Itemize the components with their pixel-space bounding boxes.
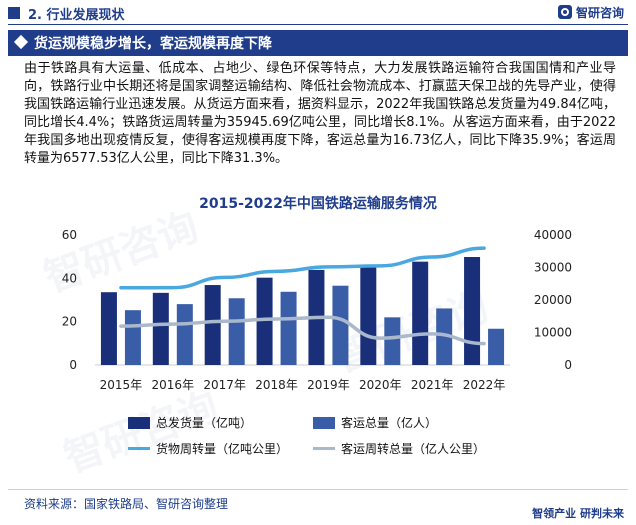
bar-passenger-volume xyxy=(384,317,401,365)
combo-chart: 0 20 40 60 0 10000 20000 30000 40000 2015年 2016年 20… xyxy=(62,228,572,392)
legend-item-freight-turnover: 货物周转量（亿吨公里） xyxy=(128,440,288,457)
top-divider xyxy=(8,24,628,25)
line-freight-turnover xyxy=(119,246,486,290)
x-axis-tick-label: 2021年 xyxy=(411,378,454,392)
slogan: 智领产业 研判未来 xyxy=(532,507,624,520)
bar-passenger-volume xyxy=(176,304,193,365)
legend-item-freight-volume: 总发货量（亿吨） xyxy=(128,414,252,431)
legend-label: 货物周转量（亿吨公里） xyxy=(156,442,289,456)
section-square-icon xyxy=(8,7,20,19)
top-bar: 2. 行业发展现状 智研咨询 xyxy=(0,0,636,26)
legend-swatch xyxy=(313,447,335,450)
x-axis-tick-label: 2022年 xyxy=(463,378,506,392)
section-title: 2. 行业发展现状 xyxy=(28,8,125,23)
footer-divider xyxy=(8,489,628,490)
right-axis-tick-label: 40000 xyxy=(534,228,572,242)
source-note: 资料来源：国家铁路局、智研咨询整理 xyxy=(24,497,229,511)
legend-swatch xyxy=(313,416,335,429)
left-axis-tick-label: 0 xyxy=(69,358,77,372)
bar-passenger-volume xyxy=(280,291,297,365)
bar-freight-volume xyxy=(152,292,169,365)
bar-freight-volume xyxy=(412,261,429,365)
chart-title: 2015-2022年中国铁路运输服务情况 xyxy=(199,196,437,212)
left-axis-tick-label: 60 xyxy=(62,228,77,242)
x-axis-tick-label: 2020年 xyxy=(359,378,402,392)
bar-passenger-volume xyxy=(488,328,505,365)
right-axis-tick-label: 0 xyxy=(564,358,572,372)
legend-swatch xyxy=(128,416,150,429)
legend-swatch xyxy=(128,447,150,450)
brand-name: 智研咨询 xyxy=(575,6,624,20)
right-axis-tick-label: 10000 xyxy=(534,326,572,340)
x-axis-tick-label: 2018年 xyxy=(255,378,298,392)
bar-freight-volume xyxy=(204,285,221,365)
bar-freight-volume xyxy=(100,292,117,365)
bar-freight-volume xyxy=(464,257,481,365)
legend-label: 客运周转总量（亿人公里） xyxy=(341,442,486,456)
bar-freight-volume xyxy=(360,266,377,365)
bar-freight-volume xyxy=(256,277,273,365)
right-axis-tick-label: 30000 xyxy=(534,261,572,275)
x-axis-tick-label: 2016年 xyxy=(152,378,195,392)
left-axis-tick-label: 40 xyxy=(62,271,77,285)
bar-passenger-volume xyxy=(332,285,349,365)
chart-legend: 总发货量（亿吨） 客运总量（亿人） 货物周转量（亿吨公里） 客运周转总量（亿人公… xyxy=(128,412,528,460)
brand: 智研咨询 xyxy=(557,4,624,21)
headline-title: 货运规模稳步增长，客运规模再度下降 xyxy=(34,36,272,52)
x-axis-tick-label: 2019年 xyxy=(307,378,350,392)
line-passenger-turnover xyxy=(119,315,486,346)
x-axis-tick-label: 2015年 xyxy=(100,378,143,392)
legend-item-passenger-volume: 客运总量（亿人） xyxy=(313,414,437,431)
right-axis-tick-label: 20000 xyxy=(534,293,572,307)
legend-label: 总发货量（亿吨） xyxy=(156,416,253,430)
bar-passenger-volume xyxy=(124,310,141,365)
brand-logo-icon xyxy=(557,5,572,19)
legend-item-passenger-turnover: 客运周转总量（亿人公里） xyxy=(313,440,485,457)
bar-passenger-volume xyxy=(228,298,245,365)
headline-banner: 货运规模稳步增长，客运规模再度下降 xyxy=(8,30,628,56)
x-axis-tick-label: 2017年 xyxy=(203,378,246,392)
body-paragraph: 由于铁路具有大运量、低成本、占地少、绿色环保等特点，大力发展铁路运输符合我国国情… xyxy=(24,61,616,166)
bar-passenger-volume xyxy=(436,308,453,365)
diamond-icon xyxy=(13,34,29,50)
legend-label: 客运总量（亿人） xyxy=(341,416,438,430)
left-axis-tick-label: 20 xyxy=(62,315,77,329)
